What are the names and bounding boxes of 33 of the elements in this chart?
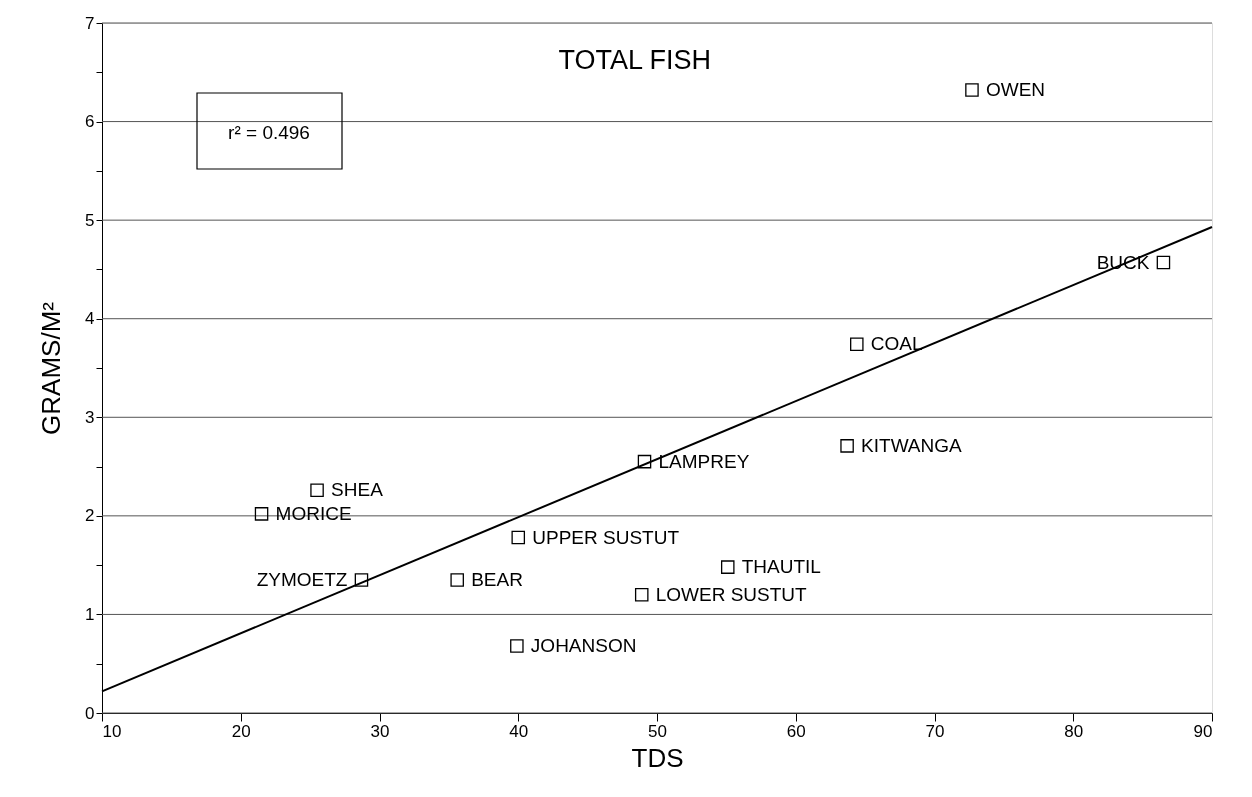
annotation: MORICE [275, 502, 352, 524]
x-tick-label: 10 [102, 721, 122, 741]
annotation: BEAR [471, 568, 523, 590]
y-tick-label: 0 [85, 703, 95, 723]
annotation: LAMPREY [658, 450, 750, 472]
annotation: ZYMOETZ [256, 568, 348, 590]
y-axis-title: GRAMS/M² [36, 301, 67, 435]
annotation: JOHANSON [530, 634, 637, 656]
annotation: THAUTIL [741, 556, 821, 578]
annotation: UPPER SUSTUT [532, 526, 680, 548]
y-tick-label: 7 [85, 13, 95, 33]
x-tick-label: 60 [786, 721, 806, 741]
y-tick-label: 6 [85, 112, 95, 132]
annotation: r² = 0.496 [228, 122, 310, 143]
y-tick-label: 2 [85, 506, 95, 526]
y-tick-label: 3 [85, 407, 95, 427]
annotation: LOWER SUSTUT [655, 583, 808, 605]
y-tick-label: 5 [85, 210, 95, 230]
x-tick-label: 50 [648, 721, 667, 741]
x-tick-label: 80 [1064, 721, 1084, 741]
x-tick-label: 70 [925, 721, 945, 741]
x-tick-label: 30 [370, 721, 390, 741]
y-tick-label: 1 [85, 604, 95, 624]
annotation: SHEA [331, 479, 384, 501]
x-axis-title: TDS [631, 742, 684, 773]
x-tick-label: 90 [1193, 721, 1213, 741]
annotation: OWEN [985, 79, 1046, 101]
x-tick-label: 40 [509, 721, 529, 741]
x-tick-label: 20 [231, 721, 251, 741]
y-tick-label: 4 [85, 309, 95, 329]
annotation: KITWANGA [861, 434, 963, 456]
text: TOTAL FISH [558, 45, 712, 75]
annotation: COAL [870, 333, 923, 355]
